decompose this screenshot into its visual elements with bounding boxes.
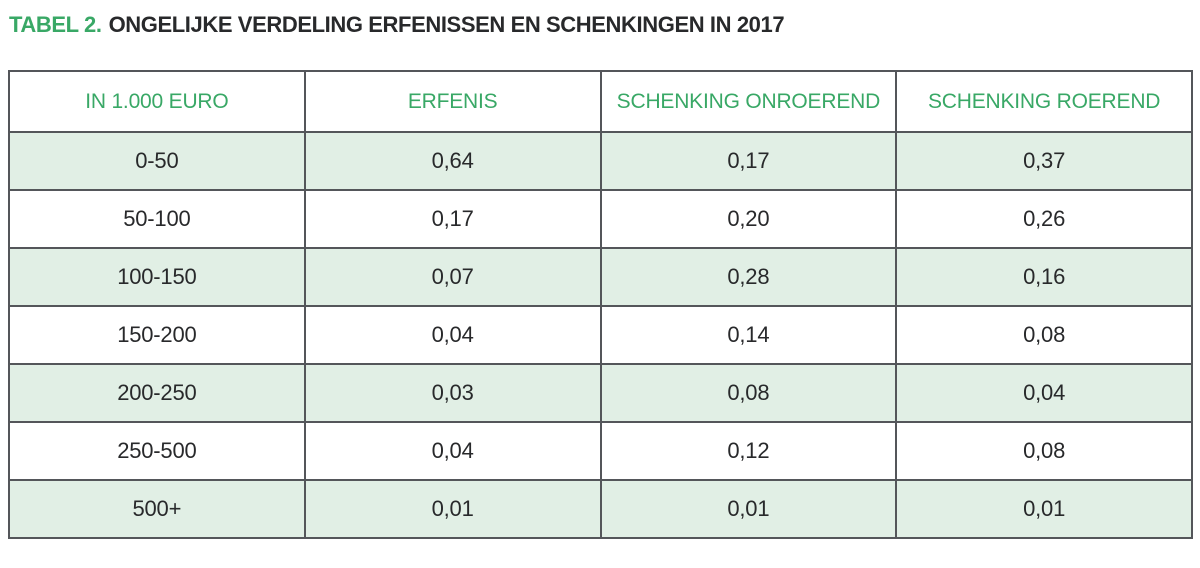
row-label: 0-50 [8,131,306,191]
row-label: 100-150 [8,247,306,307]
cell-value: 0,04 [303,421,602,481]
cell-value: 0,17 [303,189,602,249]
cell-value: 0,14 [599,305,898,365]
cell-value: 0,28 [599,247,898,307]
column-header-range: IN 1.000 EURO [8,70,306,133]
cell-value: 0,12 [599,421,898,481]
cell-value: 0,26 [895,189,1193,249]
table-row: 0-50 0,64 0,17 0,37 [8,131,1193,191]
cell-value: 0,37 [895,131,1193,191]
cell-value: 0,20 [599,189,898,249]
row-label: 150-200 [8,305,306,365]
cell-value: 0,07 [303,247,602,307]
cell-value: 0,01 [895,479,1193,539]
cell-value: 0,04 [303,305,602,365]
cell-value: 0,08 [895,305,1193,365]
table-title: TABEL 2. ONGELIJKE VERDELING ERFENISSEN E… [9,12,785,38]
cell-value: 0,04 [895,363,1193,423]
table-row: 200-250 0,03 0,08 0,04 [8,363,1193,423]
row-label: 200-250 [8,363,306,423]
cell-value: 0,01 [303,479,602,539]
column-header-schenking-roerend: SCHENKING ROEREND [895,70,1193,133]
table-title-number: TABEL 2. [9,12,102,37]
column-header-erfenis: ERFENIS [303,70,602,133]
cell-value: 0,08 [599,363,898,423]
table-row: 50-100 0,17 0,20 0,26 [8,189,1193,249]
table-row: 250-500 0,04 0,12 0,08 [8,421,1193,481]
data-table: IN 1.000 EURO ERFENIS SCHENKING ONROEREN… [8,70,1193,539]
cell-value: 0,01 [599,479,898,539]
row-label: 250-500 [8,421,306,481]
cell-value: 0,08 [895,421,1193,481]
column-header-schenking-onroerend: SCHENKING ONROEREND [599,70,898,133]
table-title-text: ONGELIJKE VERDELING ERFENISSEN EN SCHENK… [108,12,785,37]
cell-value: 0,16 [895,247,1193,307]
row-label: 50-100 [8,189,306,249]
header-row: IN 1.000 EURO ERFENIS SCHENKING ONROEREN… [8,70,1193,133]
cell-value: 0,03 [303,363,602,423]
table-row: 100-150 0,07 0,28 0,16 [8,247,1193,307]
row-label: 500+ [8,479,306,539]
cell-value: 0,64 [303,131,602,191]
table-row: 150-200 0,04 0,14 0,08 [8,305,1193,365]
table-body: 0-50 0,64 0,17 0,37 50-100 0,17 0,20 0,26 100-15… [8,131,1193,539]
table-row: 500+ 0,01 0,01 0,01 [8,479,1193,539]
cell-value: 0,17 [599,131,898,191]
table-header: IN 1.000 EURO ERFENIS SCHENKING ONROEREN… [8,70,1193,133]
